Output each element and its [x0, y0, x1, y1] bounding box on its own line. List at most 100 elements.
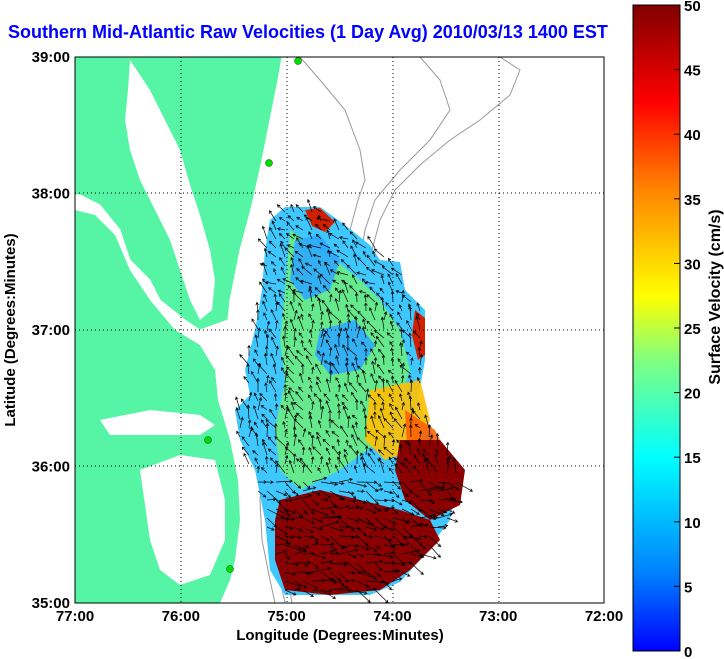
velocity-vector [235, 396, 241, 411]
velocity-vector [446, 517, 459, 523]
velocity-vector [288, 459, 295, 474]
velocity-vector [275, 550, 287, 555]
velocity-vector [401, 560, 413, 565]
velocity-vector [268, 287, 277, 294]
velocity-vector [379, 407, 385, 420]
velocity-vector [356, 373, 360, 384]
velocity-vector [383, 550, 397, 555]
velocity-vector [374, 535, 393, 542]
velocity-vector [308, 446, 313, 456]
velocity-vector [275, 490, 288, 496]
velocity-vector [295, 412, 304, 420]
velocity-vector [336, 249, 349, 258]
velocity-vector [365, 535, 374, 539]
velocity-vector [416, 376, 421, 384]
velocity-vector [383, 526, 395, 531]
velocity-vector [338, 477, 354, 483]
velocity-vector [293, 433, 298, 447]
velocity-vector [284, 428, 288, 438]
velocity-vector [275, 526, 288, 535]
velocity-vector [358, 290, 367, 294]
velocity-vector [410, 490, 420, 498]
velocity-vector [295, 225, 304, 231]
velocity-vector [405, 351, 412, 357]
velocity-vector [286, 221, 295, 231]
velocity-vector [317, 419, 322, 429]
velocity-vector [357, 310, 367, 321]
albemarle-sound [100, 410, 215, 435]
velocity-vector [308, 231, 313, 240]
velocity-vector [312, 253, 322, 258]
velocity-vector [422, 453, 430, 465]
velocity-vector [347, 499, 357, 503]
velocity-vector [317, 350, 322, 357]
velocity-vector [400, 374, 405, 384]
velocity-vector [325, 447, 331, 456]
velocity-vector [296, 350, 304, 357]
velocity-vector [287, 215, 295, 222]
velocity-vector [329, 526, 345, 532]
velocity-vector [243, 376, 250, 384]
velocity-vector [377, 415, 385, 429]
velocity-vector [356, 580, 370, 588]
velocity-vector [278, 232, 286, 240]
velocity-vector [394, 379, 403, 393]
velocity-vector [320, 505, 339, 510]
velocity-vector [347, 490, 357, 500]
velocity-vector [275, 508, 291, 517]
velocity-vector [274, 422, 278, 438]
velocity-vector [331, 362, 340, 375]
velocity-vector [307, 243, 322, 249]
velocity-vector [337, 383, 342, 393]
velocity-vector [350, 245, 358, 258]
velocity-vector [285, 372, 295, 384]
velocity-vector [402, 294, 412, 303]
velocity-vector [261, 438, 268, 447]
velocity-vector [342, 405, 349, 420]
velocity-vector [389, 320, 394, 330]
y-axis-ticks: 39:00 38:00 37:00 36:00 35:00 [32, 49, 70, 612]
velocity-vector [315, 431, 322, 438]
velocity-vector [334, 297, 340, 312]
velocity-vector [383, 446, 394, 456]
grid-lines [75, 57, 604, 603]
colorbar-tick-label: 50 [684, 0, 701, 15]
velocity-vector [235, 407, 241, 420]
velocity-vector [338, 571, 349, 583]
velocity-vector [428, 434, 434, 447]
velocity-vector [437, 481, 447, 485]
velocity-vector [266, 508, 285, 519]
velocity-vector [302, 589, 314, 597]
velocity-vector [322, 284, 331, 294]
velocity-vector [273, 293, 277, 303]
velocity-vector [308, 431, 313, 438]
velocity-vector [343, 448, 349, 456]
velocity-vector [259, 392, 268, 402]
x-tick-label: 75:00 [267, 608, 305, 625]
velocity-vector [329, 585, 349, 591]
velocity-vector [395, 290, 403, 294]
velocity-vector [349, 285, 358, 294]
velocity-vector [308, 285, 313, 294]
velocity-field-extreme [275, 490, 440, 595]
velocity-vector [325, 339, 331, 348]
velocity-vector [328, 417, 332, 428]
velocity-vector [398, 304, 403, 312]
velocity-vector [399, 393, 403, 402]
velocity-vector [293, 453, 297, 465]
velocity-vector [267, 436, 277, 447]
velocity-vector [319, 455, 324, 465]
velocity-vector [314, 286, 322, 294]
velocity-vector [260, 466, 268, 474]
velocity-vector [358, 382, 367, 393]
velocity-vector [300, 313, 304, 321]
velocity-vector [302, 427, 307, 438]
velocity-vector [356, 365, 367, 375]
velocity-vector [305, 216, 313, 231]
velocity-vector [346, 371, 351, 384]
velocity-vector [319, 273, 331, 285]
velocity-field-slow [315, 320, 375, 375]
velocity-vector [349, 444, 358, 456]
velocity-vector [387, 273, 394, 285]
colorbar-tick-label: 5 [684, 579, 692, 596]
